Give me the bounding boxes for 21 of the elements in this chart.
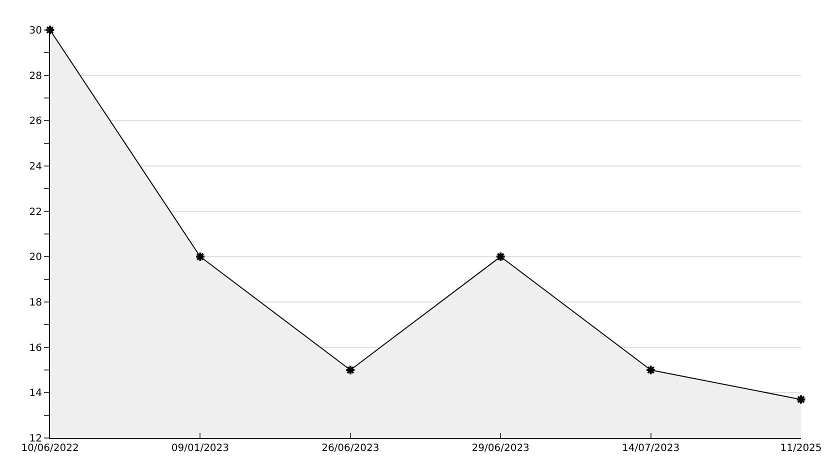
y-tick-label: 14 [29,388,42,400]
point [345,364,356,376]
point [646,364,656,376]
point [796,394,806,405]
x-tick-label: 10/06/2022 [21,443,79,454]
x-tick-label: 14/07/2023 [622,443,680,454]
point [195,251,206,262]
y-tick-label: 16 [29,342,42,354]
point [495,251,506,262]
x-tick-label: 26/06/2023 [322,443,380,454]
y-tick-label: 26 [29,116,42,128]
y-tick-label: 28 [29,70,42,82]
y-tick-label: 30 [29,26,42,36]
y-tick-label: 22 [29,206,42,218]
y-tick-label: 24 [29,162,42,172]
x-tick-label: 29/06/2023 [472,443,530,454]
y-tick-label: 12 [29,434,42,444]
y-tick-label: 18 [29,298,42,308]
y-tick-label: 20 [29,252,42,264]
x-tick-label: 11/2025 [780,443,822,454]
x-tick-label: 09/01/2023 [171,443,230,454]
